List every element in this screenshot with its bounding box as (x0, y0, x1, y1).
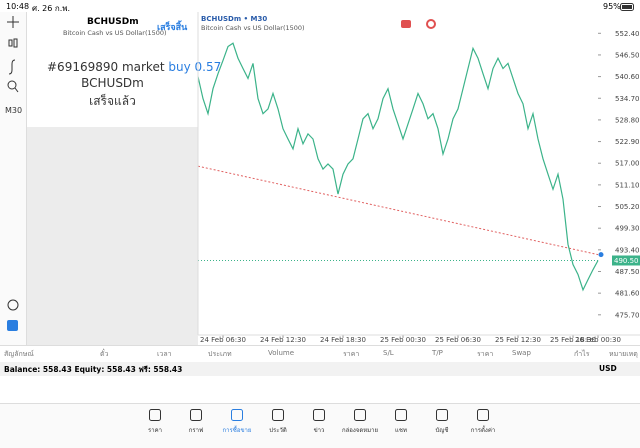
order-symbol: BCHUSDm (81, 76, 144, 90)
chart-subtitle: Bitcoin Cash vs US Dollar(1500) (201, 24, 305, 32)
y-tick-label: 493.40 (615, 246, 640, 254)
column-header: กำไร (574, 350, 590, 358)
trendline (197, 165, 599, 256)
column-header: S/L (383, 349, 394, 357)
toolbar-icons-bottom (7, 299, 19, 331)
order-panel: BCHUSDm Bitcoin Cash vs US Dollar(1500) … (27, 12, 221, 127)
column-header: ประเภท (208, 350, 232, 358)
tab[interactable]: กราฟ (176, 408, 216, 435)
order-status: เสร็จแล้ว (89, 94, 136, 108)
column-header: Volume (268, 349, 295, 357)
y-tick-label: 499.30 (615, 225, 640, 233)
tab-icon (395, 409, 407, 421)
order-type: buy 0.57 (168, 60, 222, 74)
tab-label: การตั้งค่า (470, 427, 496, 434)
y-tick-label: 481.60 (615, 290, 640, 298)
symbol[interactable]: BCHUSDm (87, 17, 139, 27)
tab-icon (313, 409, 325, 421)
tab-icon (149, 409, 161, 421)
account-currency: USD (599, 364, 617, 373)
battery-icon (620, 3, 634, 11)
y-tick-label: 546.50 (615, 51, 640, 59)
x-tick-label: 25 Feb 12:30 (495, 336, 541, 344)
tab-label: ข่าว (313, 427, 325, 434)
y-tick-label: 517.00 (615, 160, 640, 168)
done-button[interactable]: เสร็จสิ้น (157, 23, 188, 33)
tab-label: กล่องจดหมาย (341, 427, 379, 434)
tab-bar: ราคา กราฟ การซื้อขาย ประวัติ ข่าว กล่องจดหมาย… (0, 403, 640, 448)
battery: 95% (603, 2, 621, 11)
indicator-icon (426, 19, 436, 29)
order-id: #69169890 market (47, 60, 165, 74)
tab[interactable]: การตั้งค่า (463, 408, 503, 435)
toolbar: M30 (0, 12, 27, 345)
tab-label: บัญชี (435, 427, 449, 434)
tab-icon (231, 409, 243, 421)
y-tick-label: 534.70 (615, 95, 640, 103)
y-tick-label: 522.90 (615, 138, 640, 146)
current-price-label: 490.50 (614, 257, 639, 265)
x-tick-label: 25 Feb 00:30 (380, 336, 426, 344)
date: ศ. 26 ก.พ. (32, 4, 71, 13)
y-tick-label: 511.10 (615, 181, 640, 189)
column-header: ราคา (343, 350, 360, 358)
tab[interactable]: แชท (381, 408, 421, 435)
indicator-icon (401, 20, 411, 28)
tab[interactable]: ราคา (135, 408, 175, 435)
tab-label: แชท (395, 427, 407, 434)
clock: 10:48 (6, 2, 30, 11)
current-price-box (612, 255, 640, 266)
trendline-handle (598, 252, 604, 258)
account-bar: Balance: 558.43 Equity: 558.43 ฟรี: 558.… (0, 362, 640, 376)
tab[interactable]: บัญชี (422, 408, 462, 435)
tab[interactable]: การซื้อขาย (217, 408, 257, 435)
column-header: สัญลักษณ์ (4, 350, 34, 358)
column-header: เวลา (157, 350, 172, 358)
x-tick-label: 24 Feb 12:30 (260, 336, 306, 344)
x-tick-label: 25 Feb 06:30 (435, 336, 481, 344)
x-tick-label: 25 Feb 18:30 (550, 336, 596, 344)
column-header: T/P (432, 349, 443, 357)
column-header: ตั๋ว (100, 350, 109, 358)
column-header: หมายเหตุ (609, 350, 638, 358)
panel-empty (27, 127, 198, 345)
positions-header (0, 345, 640, 363)
x-tick-label: 24 Feb 18:30 (320, 336, 366, 344)
timeframe[interactable]: M30 (5, 106, 23, 115)
tab-icon (272, 409, 284, 421)
price-line (197, 42, 599, 292)
account-summary: Balance: 558.43 Equity: 558.43 ฟรี: 558.… (4, 365, 183, 374)
tab-icon (477, 409, 489, 421)
tab-label: ราคา (148, 427, 162, 434)
toolbar-icons (7, 16, 19, 93)
y-tick-label: 528.80 (615, 116, 640, 124)
symbol-description: Bitcoin Cash vs US Dollar(1500) (63, 29, 167, 37)
x-tick-label: 24 Feb 06:30 (200, 336, 246, 344)
y-tick-label: 552.40 (615, 30, 640, 38)
chart-title: BCHUSDm • M30 (201, 15, 267, 23)
tab-label: ประวัติ (269, 427, 287, 434)
tab-label: กราฟ (188, 427, 204, 434)
tab[interactable]: กล่องจดหมาย (340, 408, 380, 435)
y-tick-label: 487.50 (615, 268, 640, 276)
tab-label: การซื้อขาย (222, 427, 252, 434)
column-header: ราคา (477, 350, 494, 358)
y-tick-label: 475.70 (615, 311, 640, 319)
column-header: Swap (512, 349, 531, 357)
y-tick-label: 505.20 (615, 203, 640, 211)
x-tick-label: 26 Feb 00:30 (575, 336, 621, 344)
tab[interactable]: ข่าว (299, 408, 339, 435)
tab[interactable]: ประวัติ (258, 408, 298, 435)
tab-icon (190, 409, 202, 421)
y-tick-label: 540.60 (615, 73, 640, 81)
tab-icon (354, 409, 366, 421)
tab-icon (436, 409, 448, 421)
